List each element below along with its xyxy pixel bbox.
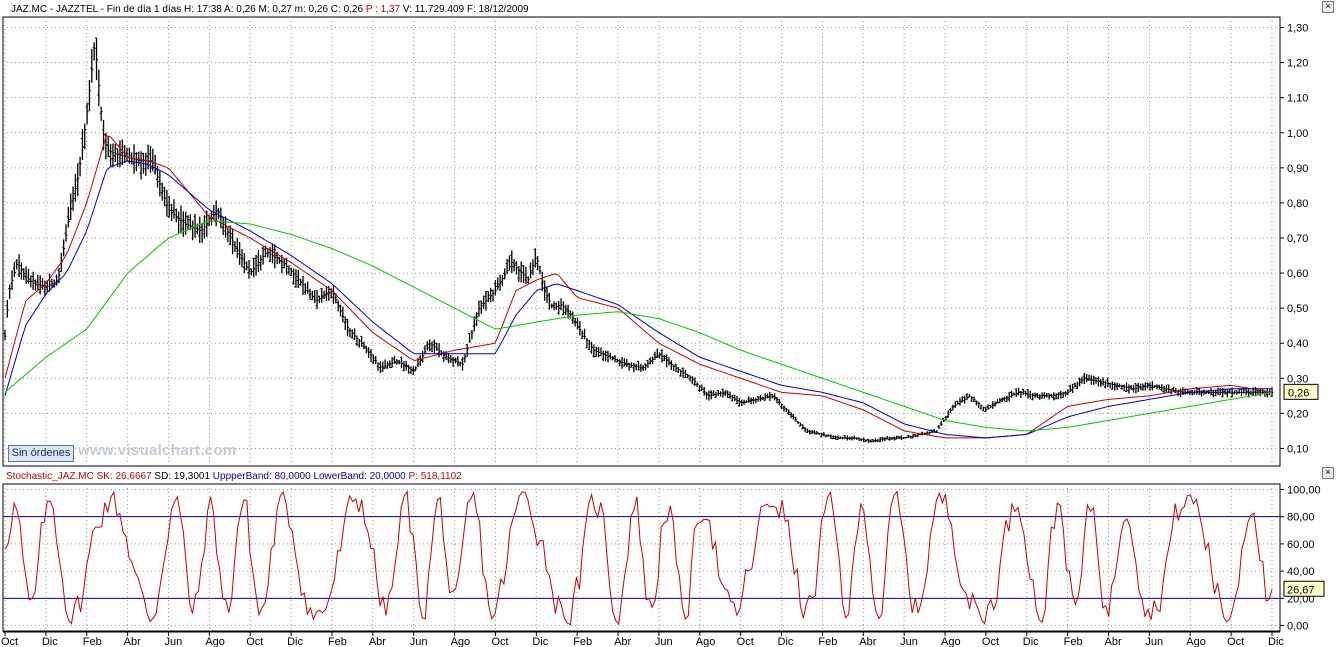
- stoch-header-item-0: Stochastic_JAZ.MC: [6, 471, 97, 482]
- x-tick-label-8: Feb: [328, 636, 347, 647]
- stoch-header-item-5: P: 518,1102: [409, 471, 463, 482]
- stochastic-series-group: [3, 490, 1280, 626]
- x-tick-label-1: Dic: [42, 636, 58, 647]
- stoch-last-value-box: [1283, 580, 1325, 597]
- price-grid: [3, 17, 1280, 466]
- stoch-header-item-2: SD: 19,3001: [154, 471, 212, 482]
- x-tick-label-4: Jun: [164, 636, 182, 647]
- header-field-1: A: 0,26: [224, 4, 258, 15]
- symbol-label: JAZ.MC - JAZZTEL - Fin de día 1 días: [11, 4, 184, 15]
- price-header: JAZ.MC - JAZZTEL - Fin de día 1 días H: …: [11, 4, 529, 15]
- price-plot-area: [2, 16, 1281, 467]
- stoch-ytick-label-5: 0,00: [1287, 621, 1308, 633]
- stochastic-line: [4, 490, 1273, 626]
- price-line-ma_long: [4, 220, 1273, 432]
- x-axis: Oct Dic Feb Abr Jun Ago Oct Dic Feb Abr Jun Ago Oct D…: [1, 631, 1284, 647]
- stoch-ytick-label-1: 80,00: [1287, 512, 1315, 524]
- x-tick-label-30: Oct: [1227, 636, 1244, 647]
- x-tick-label-10: Jun: [410, 636, 428, 647]
- x-tick-label-12: Oct: [491, 636, 508, 647]
- price-y-axis: 1,30 1,20 1,10 1,00 0,90 0,80 0,70 0,60 0,50 0,40…: [1280, 23, 1319, 455]
- price-series-group: [3, 37, 1274, 443]
- price-ytick-label-7: 0,60: [1287, 268, 1308, 280]
- x-tick-label-16: Jun: [655, 636, 673, 647]
- close-icon-stochastic[interactable]: ×: [1322, 467, 1334, 479]
- x-tick-label-3: Abr: [124, 636, 141, 647]
- x-tick-label-0: Oct: [1, 636, 18, 647]
- x-tick-label-20: Feb: [818, 636, 837, 647]
- x-tick-label-28: Jun: [1145, 636, 1163, 647]
- price-ytick-label-5: 0,80: [1287, 198, 1308, 210]
- x-tick-label-17: Ago: [696, 636, 716, 647]
- x-tick-label-29: Ago: [1186, 636, 1206, 647]
- price-ytick-label-2: 1,10: [1287, 93, 1308, 105]
- x-tick-label-11: Ago: [451, 636, 471, 647]
- price-ytick-label-9: 0,40: [1287, 338, 1308, 350]
- price-ytick-label-3: 1,00: [1287, 128, 1308, 140]
- header-field-4: C: 0,26: [331, 4, 366, 15]
- watermark: www.visualchart.com: [78, 442, 237, 459]
- stoch-header-item-4: LowerBand: 20,0000: [313, 471, 408, 482]
- stochastic-header: Stochastic_JAZ.MC SK: 26,6667 SD: 19,300…: [6, 471, 462, 482]
- x-tick-label-27: Abr: [1105, 636, 1122, 647]
- x-tick-label-23: Ago: [941, 636, 961, 647]
- x-tick-label-14: Feb: [573, 636, 592, 647]
- x-tick-label-7: Dic: [287, 636, 303, 647]
- price-ytick-label-4: 0,90: [1287, 163, 1308, 175]
- price-last-value-label: 0,26: [1288, 387, 1309, 399]
- price-line-ma_mid: [4, 160, 1272, 439]
- price-ytick-label-8: 0,50: [1287, 303, 1308, 315]
- stoch-ytick-label-2: 60,00: [1287, 539, 1315, 551]
- header-field-2: M: 0,27: [259, 4, 295, 15]
- price-ytick-label-1: 1,20: [1287, 58, 1308, 70]
- price-ytick-label-6: 0,70: [1287, 233, 1308, 245]
- x-tick-label-9: Abr: [369, 636, 386, 647]
- stoch-header-item-1: SK: 26,6667: [97, 471, 155, 482]
- price-ytick-label-11: 0,20: [1287, 408, 1308, 420]
- x-tick-label-13: Dic: [532, 636, 548, 647]
- x-tick-label-26: Feb: [1064, 636, 1083, 647]
- stoch-header-item-3: UppperBand: 80,0000: [213, 471, 314, 482]
- stoch-ytick-label-0: 100,00: [1287, 484, 1321, 496]
- x-tick-label-31: Dic: [1268, 636, 1284, 647]
- x-tick-label-25: Dic: [1023, 636, 1039, 647]
- x-tick-label-15: Abr: [614, 636, 631, 647]
- header-field-0: H: 17:38: [184, 4, 224, 15]
- header-field-7: F: 18/12/2009: [467, 4, 529, 15]
- price-last-value-box: [1283, 383, 1319, 400]
- sin-ordenes-button[interactable]: Sin órdenes: [8, 445, 74, 462]
- x-tick-label-22: Jun: [900, 636, 918, 647]
- close-icon[interactable]: ×: [1322, 1, 1334, 13]
- x-tick-label-21: Abr: [859, 636, 876, 647]
- x-tick-label-24: Oct: [982, 636, 999, 647]
- price-ytick-label-10: 0,30: [1287, 373, 1308, 385]
- stoch-last-value-label: 26,67: [1287, 584, 1315, 596]
- price-ytick-label-0: 1,30: [1287, 23, 1308, 35]
- x-tick-label-6: Oct: [246, 636, 263, 647]
- stoch-ytick-label-3: 40,00: [1287, 566, 1315, 578]
- x-tick-label-2: Feb: [83, 636, 102, 647]
- header-field-3: m: 0,26: [295, 4, 331, 15]
- x-tick-label-18: Oct: [737, 636, 754, 647]
- header-field-5: P : 1,37: [366, 4, 403, 15]
- x-tick-label-19: Dic: [778, 636, 794, 647]
- x-tick-label-5: Ago: [205, 636, 225, 647]
- header-field-6: V: 11.729.409: [403, 4, 467, 15]
- price-ytick-label-12: 0,10: [1287, 443, 1308, 455]
